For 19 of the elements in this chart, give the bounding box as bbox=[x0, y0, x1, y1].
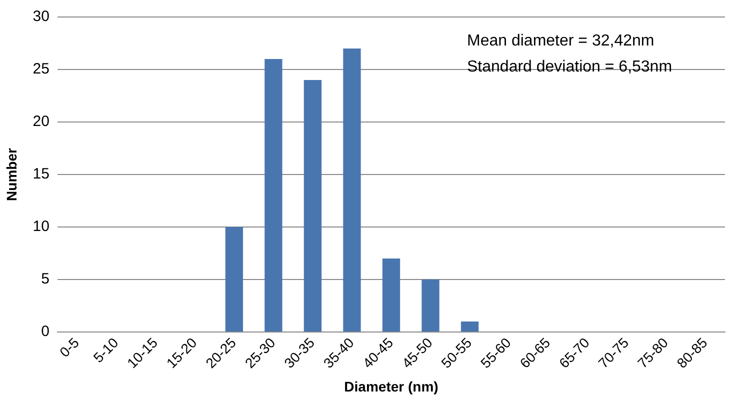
bar bbox=[343, 48, 361, 332]
annotation: Standard deviation = 6,53nm bbox=[467, 58, 672, 76]
y-tick-label: 5 bbox=[41, 270, 50, 288]
x-axis-title: Diameter (nm) bbox=[344, 378, 438, 394]
bar bbox=[422, 280, 440, 332]
x-tick-label: 0-5 bbox=[56, 334, 82, 360]
y-axis-title: Number bbox=[3, 148, 20, 201]
y-tick-label: 20 bbox=[32, 113, 50, 130]
bar bbox=[264, 59, 282, 332]
y-tick-label: 0 bbox=[41, 323, 50, 340]
bar bbox=[382, 258, 400, 332]
y-tick-label: 15 bbox=[32, 166, 50, 183]
bar bbox=[225, 227, 244, 332]
bar bbox=[304, 80, 322, 332]
annotation: Mean diameter = 32,42nm bbox=[467, 32, 654, 50]
y-tick-label: 25 bbox=[32, 60, 50, 78]
y-tick-label: 30 bbox=[32, 8, 50, 26]
y-tick-label: 10 bbox=[32, 218, 50, 236]
bar bbox=[460, 322, 479, 332]
